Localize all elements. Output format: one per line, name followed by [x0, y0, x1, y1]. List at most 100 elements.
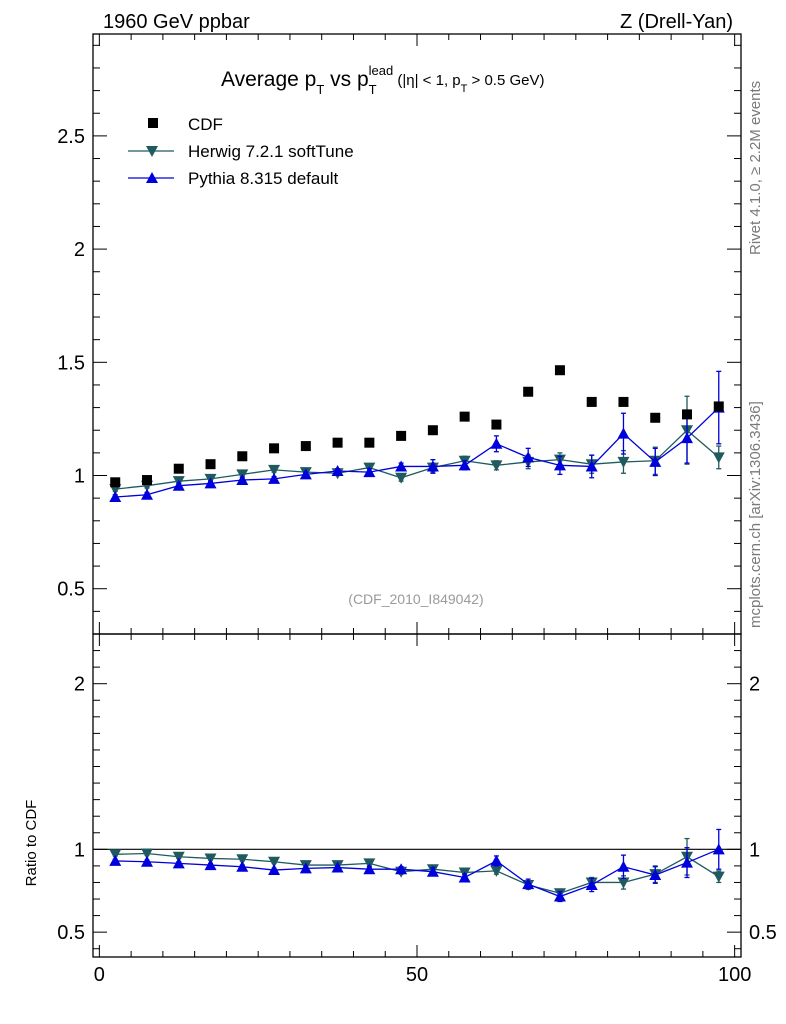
main-point-cdf [618, 396, 629, 407]
main-point-pythia [585, 460, 598, 472]
main-point-cdf [713, 401, 724, 412]
legend-label-pythia: Pythia 8.315 default [188, 169, 339, 188]
main-point-cdf [205, 459, 216, 470]
main-point-cdf [300, 441, 311, 452]
main-point-herwig [712, 452, 725, 464]
main-point-cdf [523, 386, 534, 397]
main-axes: 0.5 1 1.5 2 2.5 [57, 33, 742, 635]
title-sub-2: T [369, 82, 377, 97]
ratio-y-tick-label-right: 2 [749, 674, 760, 696]
main-point-herwig [268, 464, 281, 476]
ratio-point-pythia [617, 860, 630, 872]
main-data [109, 365, 725, 503]
ratio-point-pythia [522, 878, 535, 890]
title-sub-3: T [461, 83, 468, 95]
main-point-pythia [458, 459, 471, 471]
ratio-data [109, 828, 725, 903]
ratio-point-pythia [426, 865, 439, 877]
main-point-pythia [617, 427, 630, 439]
ratio-point-herwig [268, 856, 281, 868]
ratio-point-herwig [617, 877, 630, 889]
ratio-point-pythia [363, 863, 376, 875]
title-sub-1: T [316, 82, 324, 97]
main-point-cdf [110, 477, 121, 488]
main-point-herwig [617, 456, 630, 468]
ratio-y-tick-label-right: 0.5 [749, 922, 777, 944]
main-point-cdf [682, 409, 692, 420]
main-point-pythia [109, 491, 122, 503]
ratio-y-tick-label: 2 [74, 674, 85, 696]
x-tick-label: 0 [94, 964, 105, 986]
main-point-pythia [681, 432, 693, 444]
mcplots-label: mcplots.cern.ch [arXiv:1306.3436] [747, 401, 764, 628]
main-point-pythia [395, 460, 408, 472]
main-y-tick-label: 1.5 [57, 352, 85, 374]
main-point-pythia [236, 474, 249, 486]
main-point-herwig [490, 460, 503, 472]
main-point-cdf [427, 425, 438, 436]
legend-label-herwig: Herwig 7.2.1 softTune [188, 142, 354, 161]
main-point-cdf [237, 451, 248, 462]
rivet-label: Rivet 4.1.0, ≥ 2.2M events [747, 81, 764, 255]
ratio-point-pythia [172, 857, 185, 869]
main-point-pythia [331, 464, 344, 476]
legend: CDF Herwig 7.2.1 softTune Pythia 8.315 d… [128, 115, 354, 188]
main-point-cdf [364, 437, 375, 448]
ratio-line-herwig [115, 852, 720, 894]
ratio-y-label: Ratio to CDF [23, 800, 40, 887]
main-y-tick-label: 1 [74, 466, 85, 488]
ratio-y-tick-label: 1 [74, 839, 85, 861]
main-point-pythia [426, 460, 439, 472]
chart-title: Average pT vs pTlead (|η| < 1, pT > 0.5 … [221, 63, 544, 97]
ratio-axes: 0.5 0.5 1 1 2 2 0 50 100 [57, 633, 777, 986]
legend-label-cdf: CDF [188, 115, 223, 134]
ratio-frame [92, 633, 742, 958]
ratio-point-pythia [458, 871, 471, 883]
ratio-y-tick-label-right: 1 [749, 839, 760, 861]
title-part-mid: vs p [324, 68, 368, 91]
ratio-point-pythia [236, 860, 249, 872]
ratio-point-herwig [490, 865, 503, 877]
ratio-point-herwig [236, 854, 249, 866]
main-point-herwig [395, 472, 408, 484]
ratio-point-pythia [553, 890, 566, 902]
ratio-point-pythia [712, 843, 725, 855]
x-tick-label: 100 [718, 964, 751, 986]
header-left: 1960 GeV ppbar [103, 11, 250, 33]
ratio-point-pythia [585, 878, 598, 890]
header-right: Z (Drell-Yan) [620, 11, 733, 33]
title-sup: lead [369, 63, 394, 78]
main-point-pythia [553, 459, 566, 471]
ratio-point-pythia [490, 854, 503, 866]
main-point-pythia [299, 468, 312, 480]
ratio-point-herwig [204, 853, 217, 865]
ratio-point-pythia [268, 864, 281, 876]
ratio-point-herwig [712, 871, 725, 883]
ratio-point-pythia [331, 861, 344, 873]
main-point-pythia [268, 472, 281, 484]
main-point-cdf [554, 365, 565, 376]
ratio-point-pythia [299, 862, 312, 874]
ratio-point-pythia [109, 854, 122, 866]
main-point-pythia [522, 451, 535, 463]
main-y-tick-label: 2 [74, 239, 85, 261]
title-part-main: Average p [221, 68, 316, 91]
legend-marker-herwig [146, 146, 158, 157]
ratio-point-pythia [681, 856, 693, 868]
x-tick-label: 50 [406, 964, 428, 986]
main-point-cdf [586, 396, 597, 407]
main-line-pythia [115, 407, 720, 498]
main-point-cdf [173, 463, 184, 474]
ratio-point-pythia [141, 855, 153, 867]
main-point-pythia [490, 437, 503, 449]
main-point-cdf [332, 437, 343, 448]
ratio-point-herwig [109, 849, 122, 861]
main-point-pythia [141, 488, 153, 500]
main-point-pythia [649, 455, 662, 467]
ratio-line-pythia [115, 848, 720, 898]
ratio-point-pythia [649, 869, 662, 881]
main-point-pythia [172, 479, 185, 491]
main-line-herwig [115, 429, 720, 490]
main-point-cdf [650, 412, 661, 423]
